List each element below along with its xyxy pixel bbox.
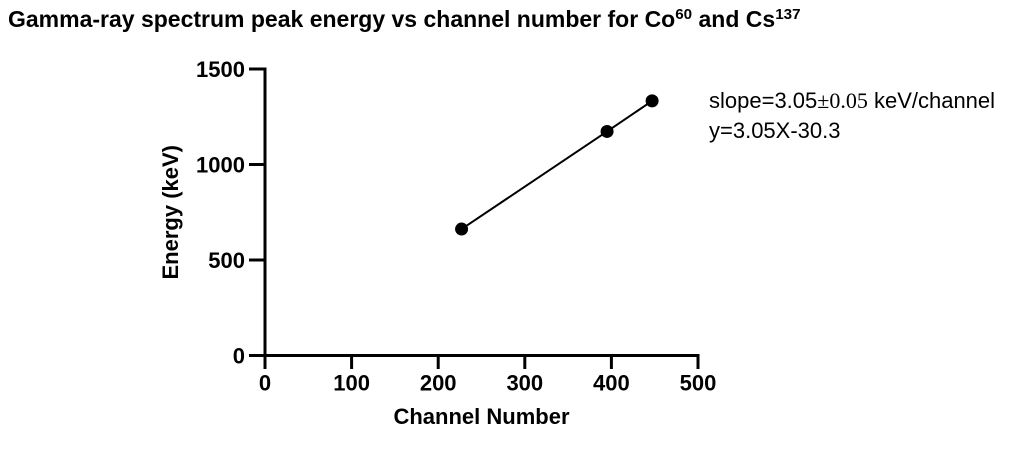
x-tick-label: 300: [506, 371, 543, 396]
x-tick-label: 200: [420, 371, 457, 396]
x-tick-label: 400: [593, 371, 630, 396]
slope-annotation-line: slope=3.05±0.05 keV/channel: [709, 86, 995, 116]
title-text-prefix: Gamma-ray spectrum peak energy vs channe…: [8, 6, 676, 32]
y-tick-label: 1000: [196, 152, 245, 177]
y-tick-label: 1500: [196, 57, 245, 82]
slope-uncertainty: ±0.05: [817, 88, 868, 113]
chart-title: Gamma-ray spectrum peak energy vs channe…: [8, 6, 801, 33]
title-text-middle: and Cs: [692, 6, 776, 32]
y-axis-title: Energy (keV): [158, 145, 183, 280]
slope-units: keV/channel: [867, 88, 996, 113]
x-tick-label: 0: [259, 371, 271, 396]
data-point: [600, 124, 614, 138]
y-tick-label: 500: [208, 248, 245, 273]
x-tick-label: 100: [333, 371, 370, 396]
title-superscript-cs137: 137: [775, 6, 801, 24]
y-tick-label: 0: [233, 343, 245, 368]
fit-annotation: slope=3.05±0.05 keV/channel y=3.05X-30.3: [709, 86, 995, 146]
data-point: [645, 94, 659, 108]
slope-value: slope=3.05: [709, 88, 818, 113]
data-point: [455, 222, 469, 236]
x-tick-label: 500: [680, 371, 717, 396]
fit-line: [461, 100, 653, 230]
x-axis-title: Channel Number: [393, 404, 569, 429]
title-superscript-co60: 60: [675, 6, 693, 24]
equation-annotation-line: y=3.05X-30.3: [709, 118, 841, 143]
